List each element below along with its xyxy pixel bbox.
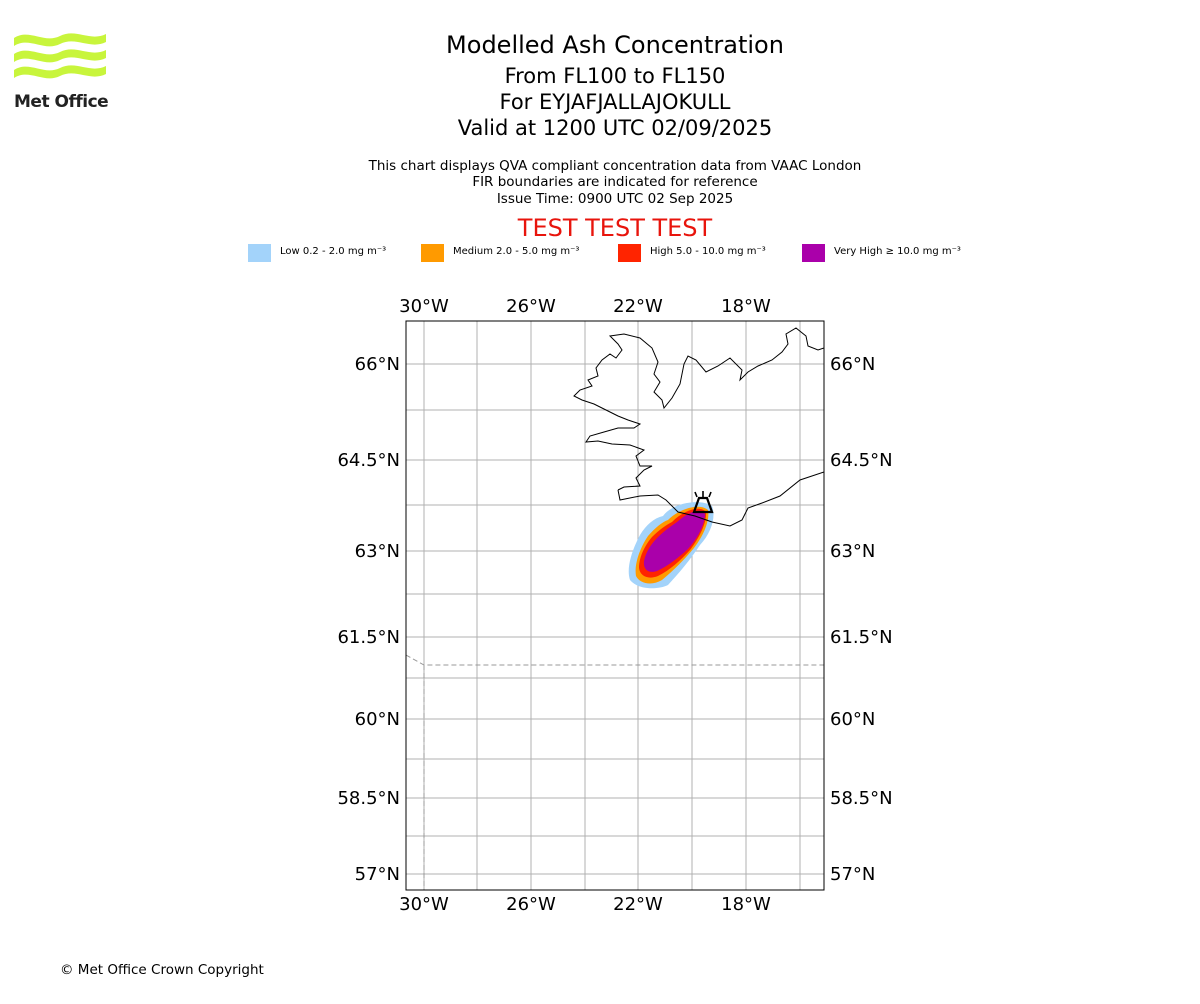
coastline-northwest bbox=[573, 327, 824, 491]
legend-swatch-medium bbox=[421, 244, 444, 262]
lat-tick-label-right: 61.5°N bbox=[830, 627, 893, 648]
lat-tick-label-left: 57°N bbox=[355, 864, 400, 885]
lon-tick-label: 18°W bbox=[721, 894, 771, 915]
lon-tick-label: 26°W bbox=[506, 894, 556, 915]
lat-tick-label-left: 60°N bbox=[355, 709, 400, 730]
met-office-logo: Met Office bbox=[14, 30, 109, 112]
lat-tick-label-right: 60°N bbox=[830, 709, 875, 730]
subtitle-line-2: FIR boundaries are indicated for referen… bbox=[472, 174, 758, 190]
volcano-name: For EYJAFJALLAJOKULL bbox=[499, 90, 731, 114]
tick-labels: 30°W 30°W 26°W 26°W 22°W 22°W 18°W 18°W 66°N 66°N… bbox=[337, 296, 892, 915]
lat-tick-label-left: 64.5°N bbox=[337, 450, 400, 471]
lon-tick-label: 30°W bbox=[399, 894, 449, 915]
lat-tick-label-right: 66°N bbox=[830, 354, 875, 375]
valid-time: Valid at 1200 UTC 02/09/2025 bbox=[457, 116, 773, 140]
lon-tick-label: 22°W bbox=[613, 296, 663, 317]
copyright-footer: © Met Office Crown Copyright bbox=[60, 962, 264, 978]
logo-text: Met Office bbox=[14, 92, 109, 112]
legend-label-high: High 5.0 - 10.0 mg m⁻³ bbox=[650, 246, 766, 257]
lat-tick-label-right: 64.5°N bbox=[830, 450, 893, 471]
lat-tick-label-left: 63°N bbox=[355, 541, 400, 562]
lat-tick-label-left: 58.5°N bbox=[337, 788, 400, 809]
lat-tick-label-left: 66°N bbox=[355, 354, 400, 375]
logo-waves-icon bbox=[14, 33, 106, 79]
lat-tick-label-right: 63°N bbox=[830, 541, 875, 562]
graticule bbox=[406, 321, 824, 890]
test-banner: TEST TEST TEST bbox=[517, 214, 713, 242]
legend-label-low: Low 0.2 - 2.0 mg m⁻³ bbox=[280, 246, 387, 257]
volcano-marker-icon bbox=[692, 491, 714, 514]
lon-tick-label: 22°W bbox=[613, 894, 663, 915]
map-frame bbox=[405, 320, 825, 891]
ash-very-high-region bbox=[643, 510, 705, 572]
legend-swatch-high bbox=[618, 244, 641, 262]
issue-time: Issue Time: 0900 UTC 02 Sep 2025 bbox=[496, 191, 734, 207]
coastline-iceland bbox=[617, 471, 824, 527]
legend-swatch-low bbox=[248, 244, 271, 262]
lon-tick-label: 18°W bbox=[721, 296, 771, 317]
legend-label-very-high: Very High ≥ 10.0 mg m⁻³ bbox=[834, 246, 961, 257]
lon-tick-label: 30°W bbox=[399, 296, 449, 317]
fir-boundary bbox=[406, 654, 824, 890]
chart-title: Modelled Ash Concentration bbox=[446, 31, 784, 59]
subtitle-line-1: This chart displays QVA compliant concen… bbox=[368, 158, 862, 174]
lat-tick-label-right: 58.5°N bbox=[830, 788, 893, 809]
lat-tick-label-right: 57°N bbox=[830, 864, 875, 885]
lat-tick-label-left: 61.5°N bbox=[337, 627, 400, 648]
flight-levels: From FL100 to FL150 bbox=[504, 64, 726, 88]
lon-tick-label: 26°W bbox=[506, 296, 556, 317]
legend-swatch-very-high bbox=[802, 244, 825, 262]
legend-label-medium: Medium 2.0 - 5.0 mg m⁻³ bbox=[453, 246, 580, 257]
